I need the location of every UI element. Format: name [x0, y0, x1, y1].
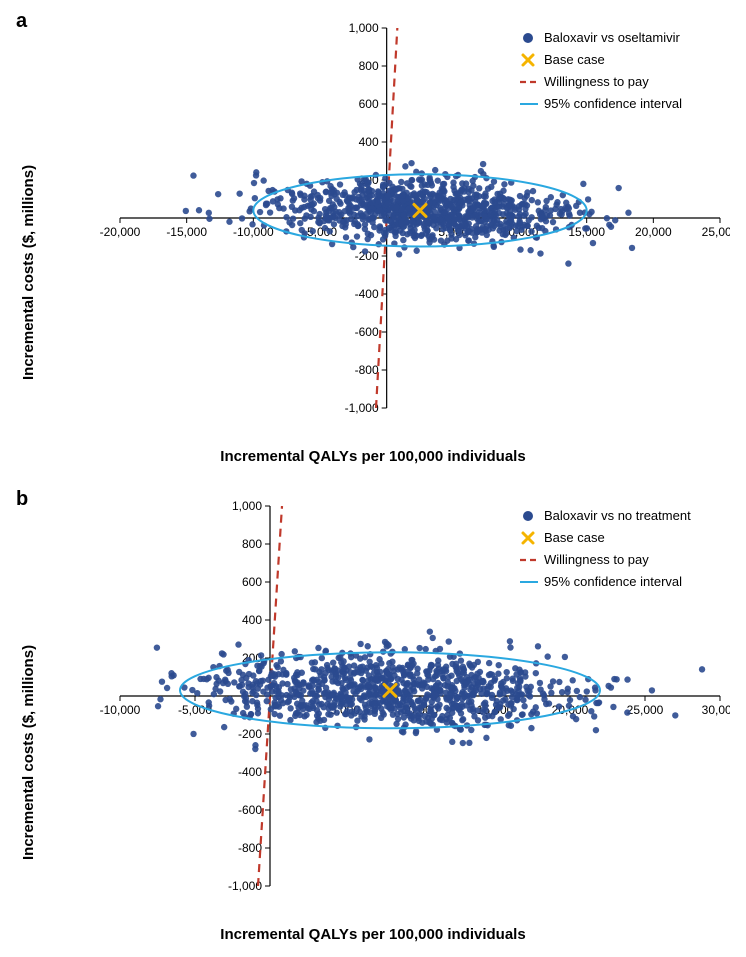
svg-text:1,000: 1,000: [349, 21, 379, 35]
svg-text:-600: -600: [355, 325, 379, 339]
panel-b: b Incremental costs ($, millions) -10,00…: [0, 488, 746, 957]
panel-a: a Incremental costs ($, millions) -20,00…: [0, 0, 746, 478]
svg-text:1,000: 1,000: [232, 499, 262, 513]
svg-text:Willingness to pay: Willingness to pay: [544, 74, 649, 89]
panel-b-plot: -10,000-5,0005,00010,00015,00020,00025,0…: [70, 496, 730, 916]
svg-text:-10,000: -10,000: [100, 703, 141, 717]
svg-text:800: 800: [242, 537, 262, 551]
svg-text:400: 400: [242, 613, 262, 627]
panel-b-y-axis-label: Incremental costs ($, millions): [20, 645, 37, 860]
svg-text:Base case: Base case: [544, 530, 605, 545]
svg-text:-600: -600: [238, 803, 262, 817]
svg-text:20,000: 20,000: [635, 225, 672, 239]
svg-text:800: 800: [359, 59, 379, 73]
svg-text:95% confidence interval: 95% confidence interval: [544, 96, 682, 111]
svg-text:-1,000: -1,000: [345, 401, 379, 415]
svg-text:Baloxavir vs no treatment: Baloxavir vs no treatment: [544, 508, 691, 523]
panel-a-x-axis-label: Incremental QALYs per 100,000 individual…: [0, 448, 746, 465]
figure-container: a Incremental costs ($, millions) -20,00…: [0, 0, 746, 957]
svg-text:Willingness to pay: Willingness to pay: [544, 552, 649, 567]
svg-text:600: 600: [242, 575, 262, 589]
svg-text:25,000: 25,000: [627, 703, 664, 717]
svg-text:-200: -200: [238, 727, 262, 741]
panel-a-plot: -20,000-15,000-10,000-5,0005,00010,00015…: [70, 18, 730, 438]
svg-text:-400: -400: [355, 287, 379, 301]
panel-b-label: b: [16, 488, 28, 511]
svg-text:95% confidence interval: 95% confidence interval: [544, 574, 682, 589]
svg-text:400: 400: [359, 135, 379, 149]
svg-text:-20,000: -20,000: [100, 225, 141, 239]
panel-b-x-axis-label: Incremental QALYs per 100,000 individual…: [0, 926, 746, 943]
svg-text:600: 600: [359, 97, 379, 111]
panel-a-label: a: [16, 10, 27, 33]
svg-text:Base case: Base case: [544, 52, 605, 67]
svg-text:25,000: 25,000: [702, 225, 730, 239]
svg-text:30,000: 30,000: [702, 703, 730, 717]
svg-text:-800: -800: [355, 363, 379, 377]
svg-text:-800: -800: [238, 841, 262, 855]
svg-text:-400: -400: [238, 765, 262, 779]
svg-text:-1,000: -1,000: [228, 879, 262, 893]
svg-text:-15,000: -15,000: [166, 225, 207, 239]
panel-a-y-axis-label: Incremental costs ($, millions): [20, 165, 37, 380]
svg-text:Baloxavir vs oseltamivir: Baloxavir vs oseltamivir: [544, 30, 680, 45]
